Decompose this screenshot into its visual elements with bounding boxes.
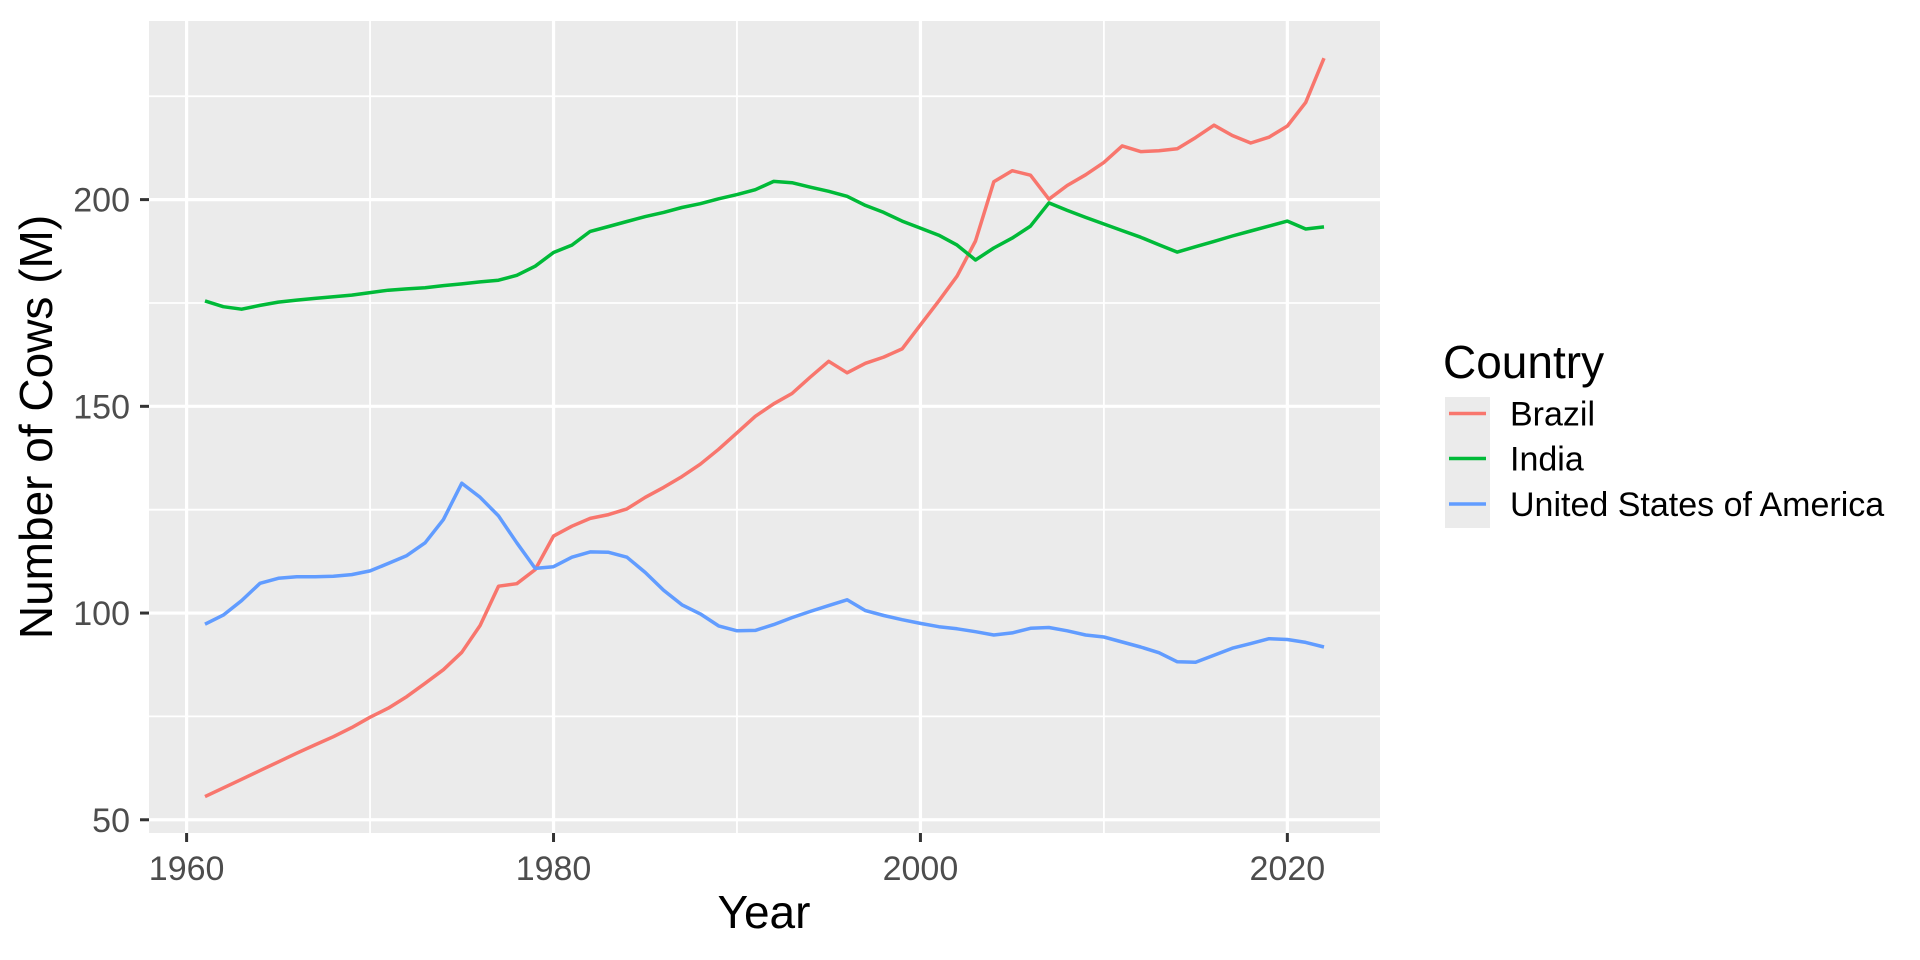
y-axis-title: Number of Cows (M)	[10, 215, 62, 639]
x-tick-label-2000: 2000	[883, 850, 959, 888]
legend-title: Country	[1443, 336, 1604, 388]
line-india	[204, 179, 1325, 311]
line-united-states-of-america	[204, 481, 1325, 664]
legend-key-background	[1445, 397, 1490, 528]
y-tick-label-100: 100	[73, 595, 130, 633]
y-tick-label-50: 50	[92, 802, 130, 840]
y-tick-label-200: 200	[73, 182, 130, 220]
plot-panel	[149, 21, 1380, 833]
legend: Country Brazil India United States of Am…	[1443, 336, 1884, 528]
y-tick-label-150: 150	[73, 388, 130, 426]
line-brazil	[204, 57, 1326, 799]
axis-tick-marks	[140, 198, 1289, 842]
x-tick-label-2020: 2020	[1250, 850, 1326, 888]
legend-label-india: India	[1510, 441, 1584, 479]
data-series-lines	[204, 57, 1326, 799]
x-tick-label-1980: 1980	[516, 850, 592, 888]
legend-label-brazil: Brazil	[1510, 396, 1595, 434]
x-axis-title: Year	[718, 886, 811, 938]
axis-tick-labels: 1960 1980 2000 2020 50 100 150 200	[73, 182, 1325, 888]
legend-label-usa: United States of America	[1510, 486, 1884, 524]
major-gridlines	[149, 21, 1380, 833]
minor-gridlines	[149, 21, 1380, 833]
x-tick-label-1960: 1960	[149, 850, 225, 888]
